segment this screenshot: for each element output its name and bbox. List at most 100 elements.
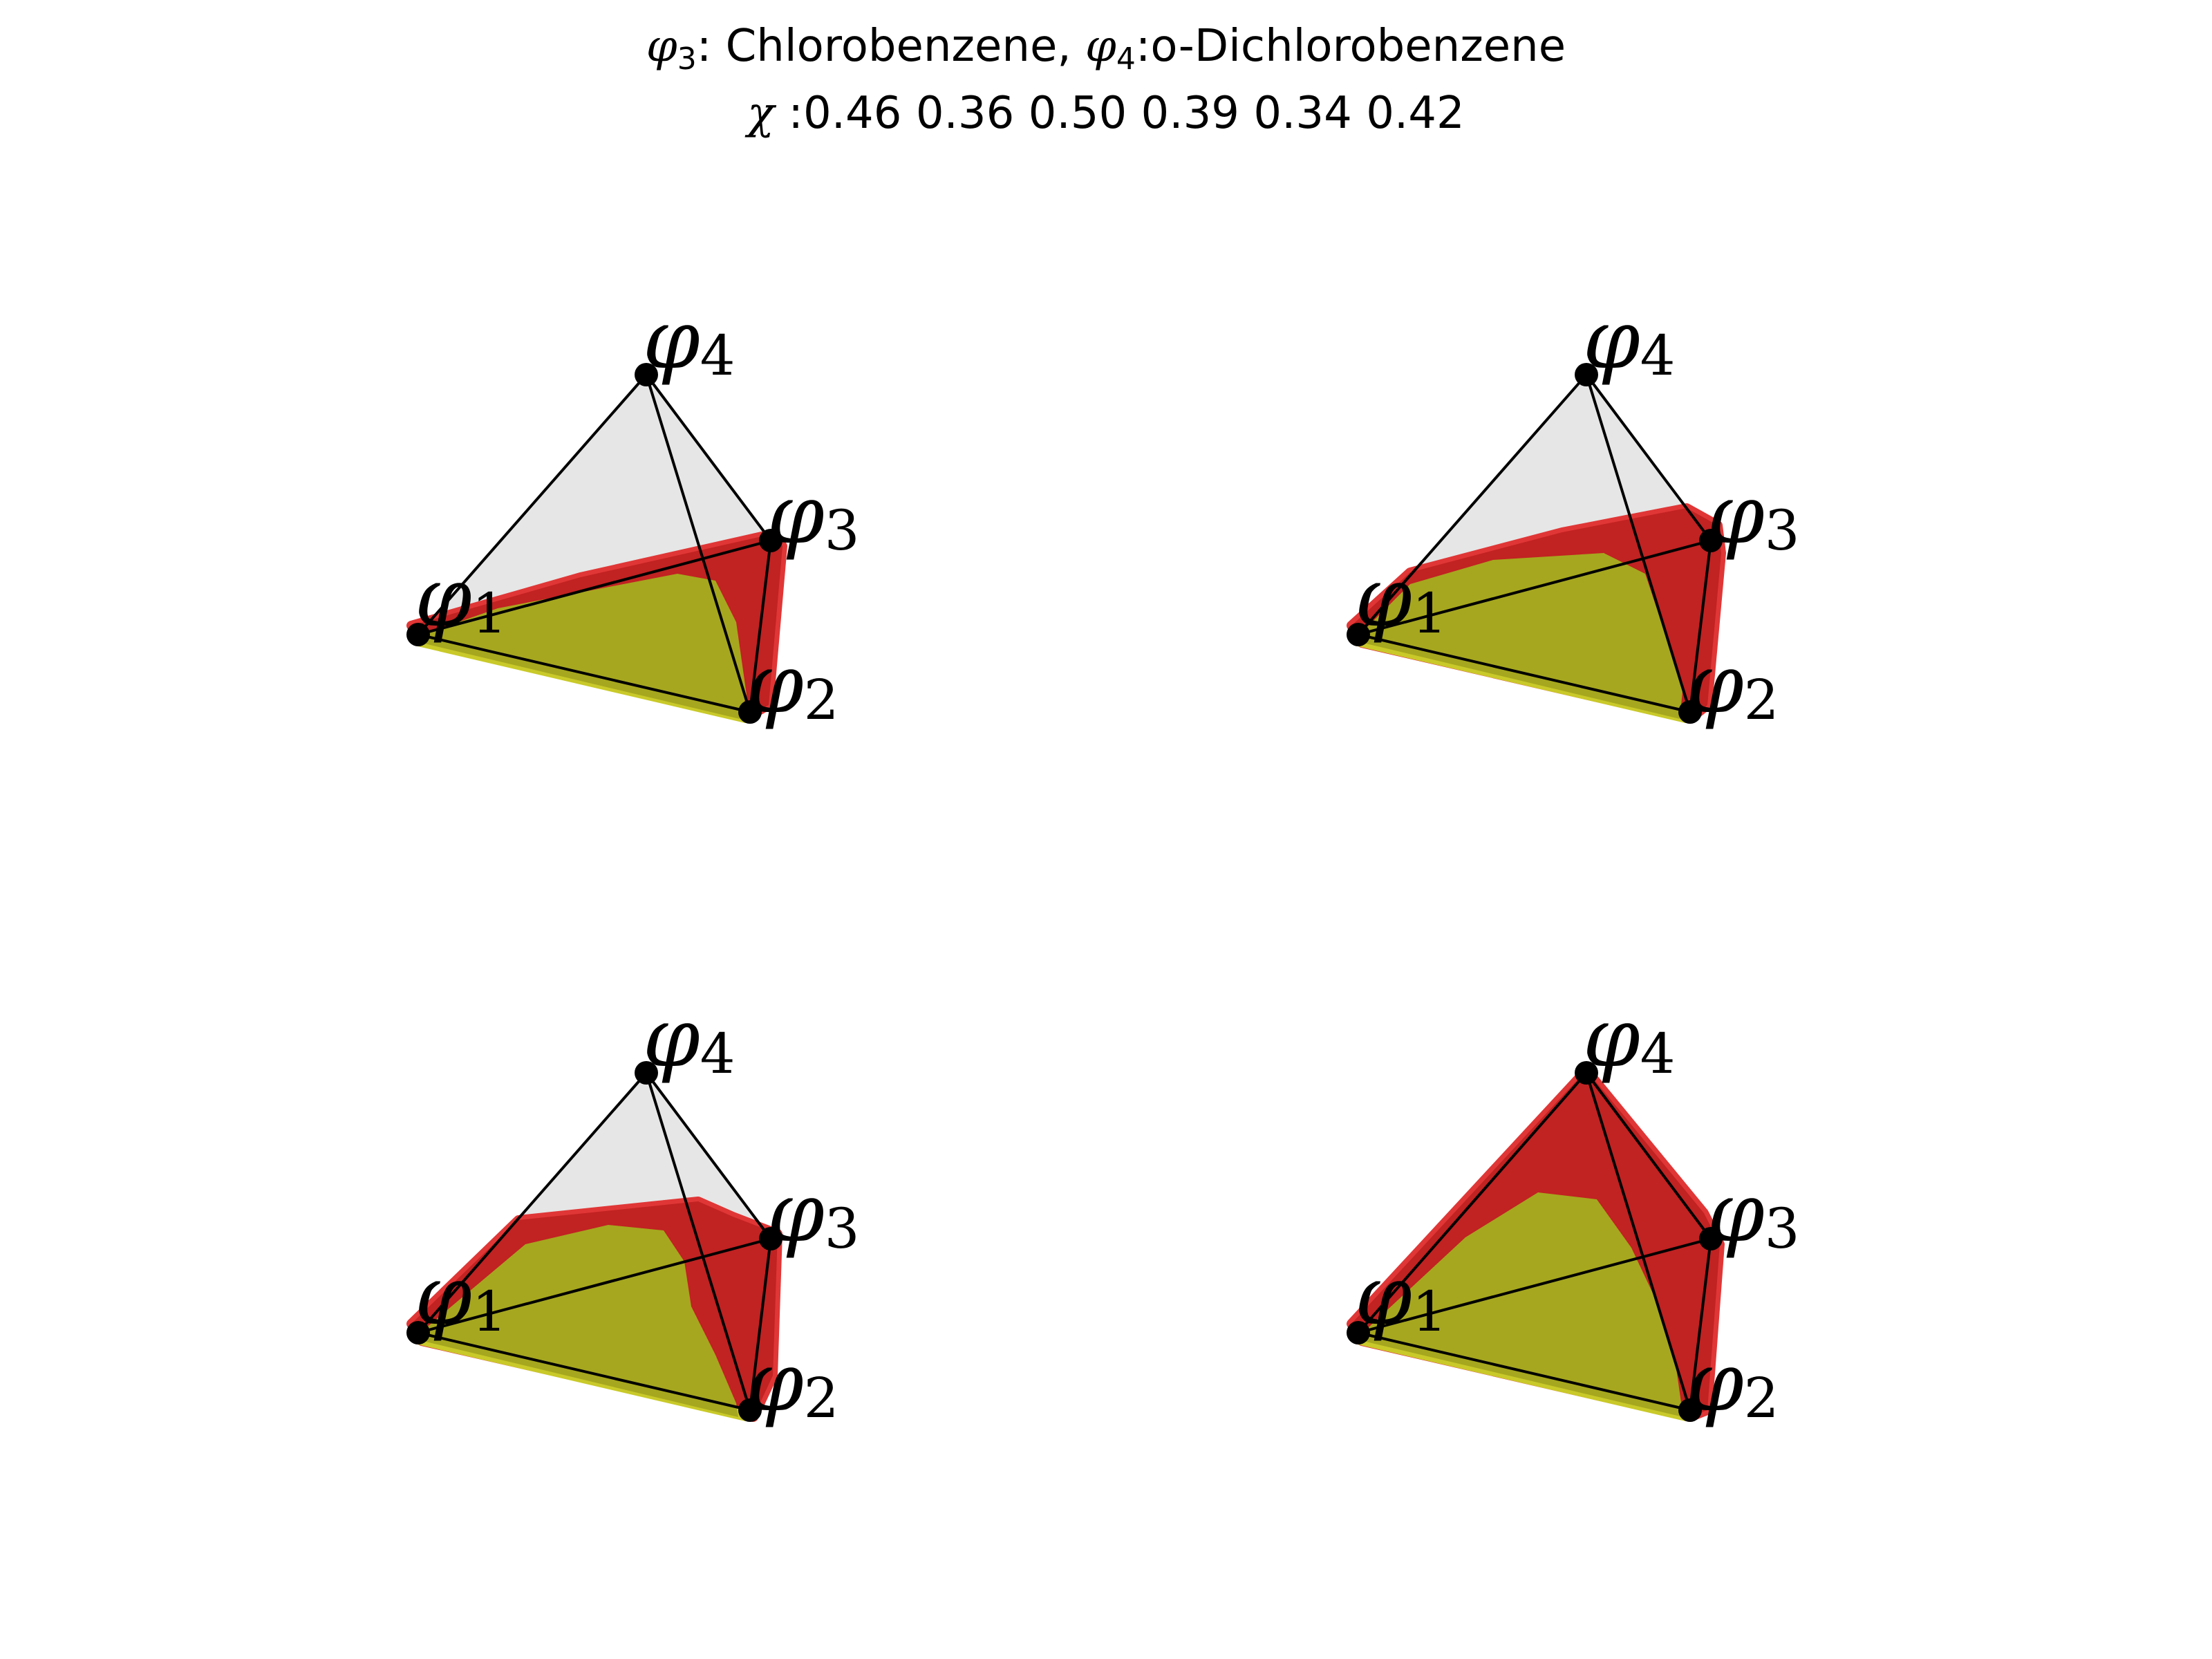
vertex-label-phi2: φ2 — [747, 636, 839, 732]
vertex-p4 — [1575, 1061, 1598, 1085]
vertex-label-phi1: φ1 — [1355, 1248, 1447, 1344]
edge-p1-p4 — [1357, 1071, 1588, 1334]
vertex-p4 — [1575, 363, 1598, 386]
vertex-label-symbol: φ — [415, 1248, 472, 1343]
vertex-p1 — [406, 1321, 430, 1344]
vertex-p4 — [635, 363, 658, 386]
vertex-label-subscript: 4 — [1640, 1022, 1676, 1086]
title-subscript: 4 — [1116, 41, 1136, 77]
vertex-label-symbol: φ — [643, 292, 700, 387]
vertex-p1 — [1347, 623, 1370, 646]
vertex-label-subscript: 1 — [1412, 1280, 1447, 1344]
vertex-label-symbol: φ — [1687, 1334, 1744, 1430]
vertex-p3 — [1699, 529, 1723, 552]
vertex-label-subscript: 2 — [1744, 668, 1779, 732]
edge-p2-p3 — [1689, 540, 1712, 713]
vertex-label-symbol: φ — [767, 467, 825, 562]
edge-p1-p4 — [417, 1071, 648, 1334]
vertex-label-subscript: 4 — [700, 1022, 735, 1086]
vertex-label-symbol: φ — [1707, 1165, 1765, 1260]
edge-p3-p4 — [645, 373, 772, 542]
edge-p1-p4 — [1357, 373, 1588, 636]
vertex-label-subscript: 4 — [700, 324, 735, 388]
vertex-label-phi3: φ3 — [767, 467, 860, 563]
vertex-label-phi3: φ3 — [1707, 467, 1800, 563]
vertex-p1 — [1347, 1321, 1370, 1344]
vertex-p2 — [1678, 1398, 1702, 1422]
single-phase-region — [422, 574, 747, 719]
title-line-1: φ3: Chlorobenzene, φ4:o-Dichlorobenzene — [646, 21, 1566, 77]
vertex-label-symbol: φ — [1583, 292, 1640, 387]
vertex-p4 — [635, 1061, 658, 1085]
vertex-label-phi1: φ1 — [1355, 550, 1447, 646]
vertex-label-phi1: φ1 — [415, 1248, 507, 1344]
title-text: :0.46 0.36 0.50 0.39 0.34 0.42 — [774, 88, 1465, 139]
edge-p1-p3 — [418, 1237, 771, 1334]
edge-p1-p2 — [1358, 1331, 1691, 1412]
single-phase-region — [423, 1225, 738, 1417]
vertex-label-subscript: 3 — [1765, 498, 1800, 563]
vertex-label-symbol: φ — [1355, 550, 1412, 645]
edge-p2-p4 — [645, 1072, 751, 1411]
vertex-label-subscript: 3 — [1765, 1197, 1800, 1261]
title-subscript: 3 — [677, 41, 697, 77]
edge-p1-p2 — [418, 1331, 751, 1412]
vertex-label-symbol: φ — [1583, 990, 1640, 1085]
vertex-p2 — [738, 1398, 762, 1422]
title-line-2: χ :0.46 0.36 0.50 0.39 0.34 0.42 — [744, 88, 1464, 139]
vertex-label-phi3: φ3 — [767, 1165, 860, 1261]
vertex-label-phi4: φ4 — [1583, 990, 1676, 1086]
edge-p1-p3 — [418, 539, 771, 636]
title-text: : Chlorobenzene, — [697, 21, 1085, 72]
edge-p1-p2 — [1358, 633, 1691, 713]
vertex-label-subscript: 3 — [825, 1197, 860, 1261]
vertex-label-phi4: φ4 — [1583, 292, 1676, 388]
vertex-label-phi3: φ3 — [1707, 1165, 1800, 1261]
vertex-p2 — [738, 700, 762, 724]
vertex-label-symbol: φ — [747, 1334, 804, 1430]
vertex-p3 — [1699, 1227, 1723, 1250]
vertex-label-subscript: 2 — [804, 668, 839, 732]
vertex-label-subscript: 1 — [472, 581, 507, 646]
edge-p1-p4 — [417, 373, 648, 636]
edge-p2-p4 — [645, 374, 751, 713]
edge-p3-p4 — [645, 1071, 772, 1240]
single-phase-region — [1363, 553, 1683, 719]
vertex-label-phi2: φ2 — [747, 1334, 839, 1430]
vertex-label-symbol: φ — [1707, 467, 1765, 562]
vertex-label-subscript: 3 — [825, 498, 860, 563]
figure-title: φ3: Chlorobenzene, φ4:o-Dichlorobenzene … — [646, 21, 1566, 139]
edge-p2-p4 — [1585, 1072, 1691, 1411]
title-text: :o-Dichlorobenzene — [1136, 21, 1566, 72]
vertex-label-subscript: 1 — [472, 1280, 507, 1344]
vertex-p3 — [759, 529, 782, 552]
edge-p3-p4 — [1585, 1071, 1712, 1240]
vertex-label-phi1: φ1 — [415, 550, 507, 646]
edge-p2-p3 — [1689, 1238, 1712, 1411]
title-symbol: χ — [744, 88, 776, 139]
edge-p2-p3 — [749, 1238, 772, 1411]
edge-p1-p3 — [1358, 539, 1712, 636]
vertex-label-phi4: φ4 — [643, 990, 735, 1086]
edge-p3-p4 — [1585, 373, 1712, 542]
vertex-label-symbol: φ — [1687, 636, 1744, 731]
edge-p2-p3 — [749, 540, 772, 713]
vertex-label-phi2: φ2 — [1687, 1334, 1779, 1430]
edge-p1-p3 — [1358, 1237, 1712, 1334]
vertex-p2 — [1678, 700, 1702, 724]
edge-p1-p2 — [418, 633, 751, 713]
vertex-label-subscript: 2 — [804, 1366, 839, 1430]
single-phase-region — [1363, 1192, 1683, 1417]
vertex-label-symbol: φ — [643, 990, 700, 1085]
title-symbol: φ — [646, 21, 677, 72]
title-symbol: φ — [1085, 21, 1116, 72]
vertex-p1 — [406, 623, 430, 646]
vertex-label-subscript: 4 — [1640, 324, 1676, 388]
vertex-label-symbol: φ — [747, 636, 804, 731]
